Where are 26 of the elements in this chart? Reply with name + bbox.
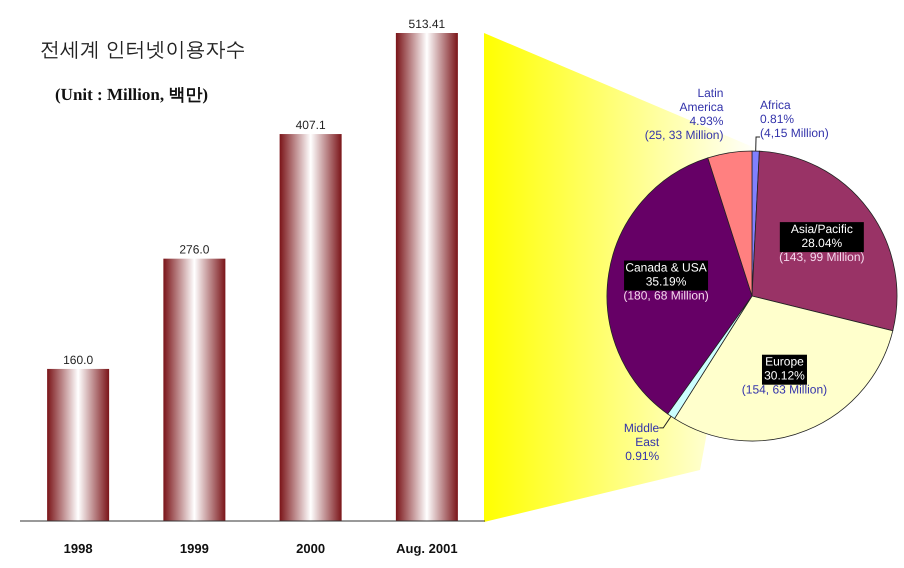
slice-label: Asia/Pacific	[790, 222, 853, 236]
bar	[47, 368, 110, 521]
data-label: 160.0	[63, 352, 94, 367]
bar	[163, 258, 226, 521]
data-label: 30.12% (154, 63 Million)	[742, 368, 828, 397]
x-tick-label: 2000	[296, 541, 326, 556]
text: (Unit : Million, 백만)	[55, 85, 208, 104]
slice-label: Canada & USA	[625, 260, 707, 275]
chart-title: 전세계 인터넷이용자수	[40, 39, 246, 61]
data-label: 4.93% (25, 33 Million)	[644, 114, 724, 142]
slice-label: Africa	[760, 98, 792, 112]
data-label: 513.41	[408, 17, 446, 31]
slice-label: Latin America	[679, 86, 724, 114]
slice-label: Middle East	[624, 420, 660, 449]
x-tick-label: Aug. 2001	[396, 541, 458, 556]
bar	[280, 134, 342, 521]
bar	[396, 33, 458, 521]
x-tick-label: 1998	[64, 541, 93, 556]
data-label: 35.19% (180, 68 Million)	[623, 274, 709, 303]
data-label: 276.0	[179, 242, 210, 257]
slice-label: Europe	[765, 354, 804, 369]
data-label: 407.1	[296, 118, 326, 132]
data-label: 28.04% (143, 99 Million)	[779, 236, 865, 264]
data-label: 0.81% (4,15 Million)	[760, 112, 829, 140]
data-label: 0.91%	[625, 448, 660, 463]
x-tick-label: 1999	[180, 541, 209, 556]
